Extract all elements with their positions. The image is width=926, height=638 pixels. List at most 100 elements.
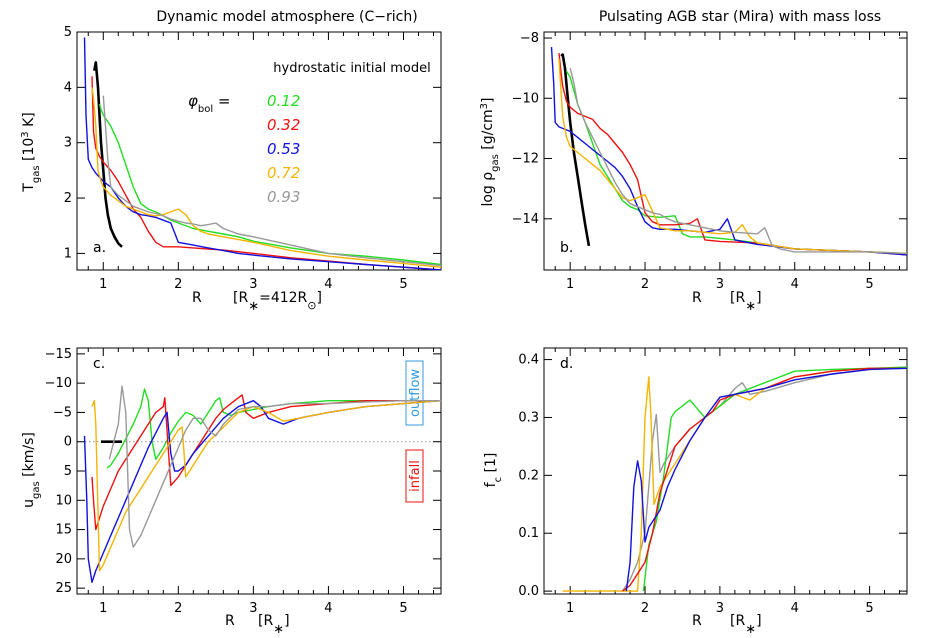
y-tick-label: 0.4: [518, 353, 539, 368]
panel-c-series-blue: [83, 400, 441, 583]
outflow-box: [405, 360, 424, 426]
x-tick-label: 1: [99, 277, 107, 292]
legend-title: hydrostatic initial model: [273, 61, 430, 76]
x-tick-label: 5: [865, 601, 873, 616]
phase-legend: φbol = 0.12 0.32 0.53 0.72 0.93: [188, 92, 300, 206]
panel-d-fc: d. R [R∗] fc [1] 1 2 3 4 5 0.0 0.1 0.2 0.3 0.4: [483, 347, 908, 637]
panel-c-xlabel: R [R∗]: [225, 613, 290, 637]
panel-a-xlabel-unit: [R∗=412R⊙]: [233, 290, 322, 314]
panel-a-series-blue: [83, 37, 441, 270]
panel-b-series-orange: [558, 59, 907, 255]
panel-a-series-orange: [91, 87, 441, 268]
y-tick-label: −10: [512, 91, 539, 106]
panel-a-xlabel-text: R: [192, 290, 202, 306]
panel-c-xlabel-unit: [R∗]: [258, 613, 290, 637]
y-tick-label: 0: [64, 435, 72, 450]
infall-label: infall: [408, 460, 423, 492]
panel-d-ylabel-text: fc [1]: [483, 453, 504, 488]
y-tick-label: 0.1: [518, 526, 539, 541]
panel-d-frame: [543, 347, 908, 595]
x-tick-label: 4: [791, 601, 799, 616]
panel-b-title: Pulsating AGB star (Mira) with mass loss: [599, 9, 881, 25]
panel-a-frame: [76, 31, 442, 271]
outflow-label: outflow: [408, 369, 423, 417]
y-tick-label: 15: [55, 523, 72, 538]
panel-c-xlabel-text: R: [225, 613, 235, 629]
outflow-annotation: outflow: [405, 360, 424, 426]
legend-phase-label: φbol =: [188, 92, 231, 115]
y-tick-label: −5: [53, 405, 72, 420]
y-tick-label: −14: [512, 212, 539, 227]
x-tick-label: 2: [174, 601, 182, 616]
panel-a-temperature: Dynamic model atmosphere (C−rich) hydros…: [20, 9, 442, 314]
x-tick-label: 1: [566, 277, 574, 292]
y-tick-label: −8: [520, 31, 539, 46]
infall-box: [405, 449, 424, 503]
panel-a-series-red: [91, 76, 441, 270]
y-tick-label: −12: [512, 152, 539, 167]
panel-a-letter: a.: [93, 240, 106, 256]
y-tick-label: 25: [55, 581, 72, 596]
panel-b-ylabel: log ρgas [g/cm3]: [479, 97, 501, 206]
panel-b-xlabel-text: R: [692, 290, 702, 306]
x-tick-label: 3: [249, 277, 257, 292]
y-tick-label: 0.0: [518, 584, 539, 599]
panel-c-letter: c.: [93, 356, 105, 372]
panel-c-frame: [76, 347, 442, 595]
y-tick-label: 0.2: [518, 468, 539, 483]
x-tick-label: 2: [174, 277, 182, 292]
x-tick-label: 4: [324, 277, 332, 292]
panel-a-series-black: [93, 61, 123, 248]
panel-a-title: Dynamic model atmosphere (C−rich): [156, 9, 417, 25]
legend-item-0.32: 0.32: [267, 116, 300, 134]
panel-b-xlabel: R [R∗]: [692, 290, 762, 314]
panel-b-frame: [543, 31, 908, 271]
x-tick-label: 4: [791, 277, 799, 292]
legend-item-0.12: 0.12: [267, 92, 300, 110]
x-tick-label: 1: [99, 601, 107, 616]
y-tick-label: 3: [64, 136, 72, 151]
panel-d-series-orange: [562, 367, 907, 592]
y-tick-label: 10: [55, 493, 72, 508]
panel-a-series-gray: [102, 95, 441, 267]
panel-b-series-gray: [569, 68, 907, 255]
panel-d-series-blue: [625, 367, 907, 592]
panel-d-xlabel-text: R: [692, 613, 702, 629]
panel-c-ylabel-text: ugas [km/s]: [21, 432, 42, 508]
x-tick-label: 2: [641, 277, 649, 292]
y-tick-label: 1: [64, 246, 72, 261]
panel-b-letter: b.: [560, 240, 573, 256]
y-tick-label: −15: [45, 347, 72, 362]
panel-a-ylabel-text: Tgas [103 K]: [20, 112, 42, 192]
x-tick-label: 3: [716, 601, 724, 616]
x-tick-label: 5: [865, 277, 873, 292]
panel-d-xlabel-unit: [R∗]: [730, 613, 762, 637]
panel-d-xlabel: R [R∗]: [692, 613, 762, 637]
panel-b-series-black: [560, 53, 591, 247]
panel-b-series-red: [558, 53, 907, 256]
legend-item-0.53: 0.53: [267, 140, 300, 158]
panel-a-xlabel: R [R∗=412R⊙]: [192, 290, 322, 314]
y-tick-label: 0.3: [518, 410, 539, 425]
x-tick-label: 5: [399, 277, 407, 292]
panel-b-series-green: [565, 70, 907, 255]
y-tick-label: 2: [64, 191, 72, 206]
panel-d-letter: d.: [560, 356, 573, 372]
y-tick-label: 20: [55, 552, 72, 567]
panel-c-velocity: c. outflow infall R [R∗] ugas [km/s] 1 2 3…: [21, 347, 442, 637]
legend-item-0.93: 0.93: [267, 188, 300, 206]
panel-b-density: Pulsating AGB star (Mira) with mass loss…: [479, 9, 908, 314]
y-tick-label: 5: [64, 25, 72, 40]
x-tick-label: 3: [249, 601, 257, 616]
infall-annotation: infall: [405, 449, 424, 503]
y-tick-label: 4: [64, 80, 72, 95]
panel-a-ylabel: Tgas [103 K]: [20, 112, 42, 192]
legend-item-0.72: 0.72: [267, 164, 300, 182]
x-tick-label: 2: [641, 601, 649, 616]
x-tick-label: 1: [566, 601, 574, 616]
panel-b-xlabel-unit: [R∗]: [730, 290, 762, 314]
x-tick-label: 3: [716, 277, 724, 292]
panel-c-ylabel: ugas [km/s]: [21, 432, 42, 508]
panel-b-series-blue: [550, 47, 907, 256]
